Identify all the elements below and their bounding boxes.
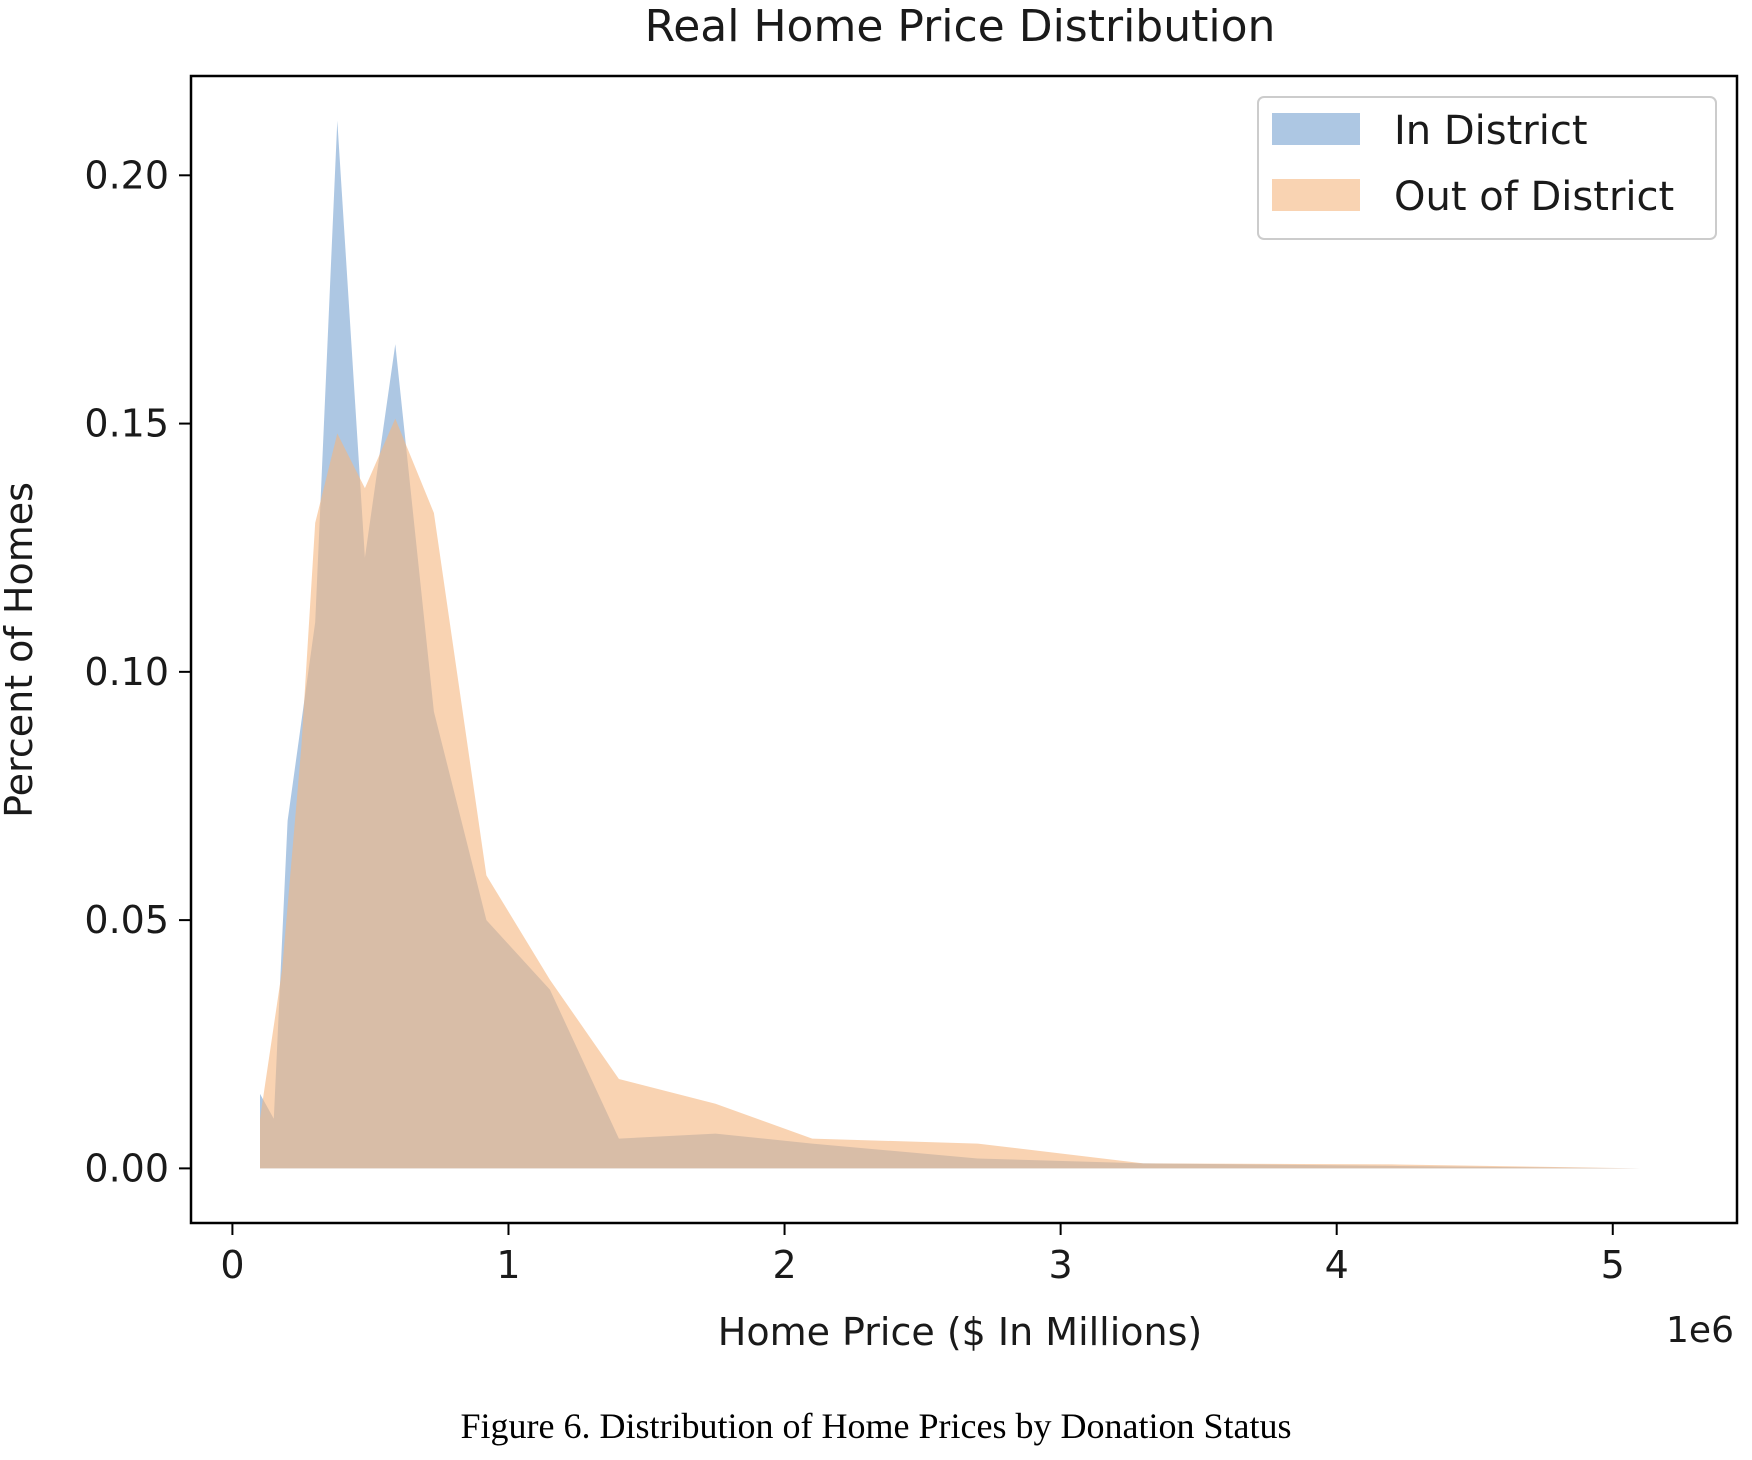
legend-label-in-district: In District	[1394, 108, 1588, 154]
x-tick-label: 1	[496, 1243, 520, 1287]
plot-frame	[189, 74, 1739, 1225]
y-axis: 0.00 0.05 0.10 0.15 0.20	[84, 153, 191, 1190]
legend: In District Out of District	[1257, 96, 1717, 240]
y-tick-label: 0.00	[84, 1146, 169, 1190]
x-axis-label: Home Price ($ In Millions)	[718, 1310, 1203, 1354]
x-tick-label: 5	[1601, 1243, 1625, 1287]
plot-areas	[260, 120, 1641, 1169]
chart-title: Real Home Price Distribution	[645, 1, 1276, 52]
legend-label-out-of-district: Out of District	[1394, 174, 1674, 220]
y-tick-label: 0.15	[84, 402, 169, 446]
y-tick-label: 0.20	[84, 153, 169, 197]
legend-swatch-out-of-district	[1272, 179, 1360, 211]
area-series-out-of-district	[260, 418, 1641, 1169]
legend-swatch-in-district	[1272, 113, 1360, 145]
x-tick-label: 0	[220, 1243, 244, 1287]
x-tick-label: 3	[1049, 1243, 1073, 1287]
figure-caption: Figure 6. Distribution of Home Prices by…	[460, 1406, 1292, 1446]
legend-frame	[1257, 96, 1717, 240]
x-tick-label: 4	[1325, 1243, 1349, 1287]
y-tick-label: 0.10	[84, 650, 169, 694]
x-axis: 0 1 2 3 4 5	[220, 1223, 1625, 1287]
x-axis-offset-label: 1e6	[1666, 1310, 1734, 1351]
y-tick-label: 0.05	[84, 898, 169, 942]
x-tick-label: 2	[772, 1243, 796, 1287]
y-axis-label: Percent of Homes	[0, 482, 41, 818]
